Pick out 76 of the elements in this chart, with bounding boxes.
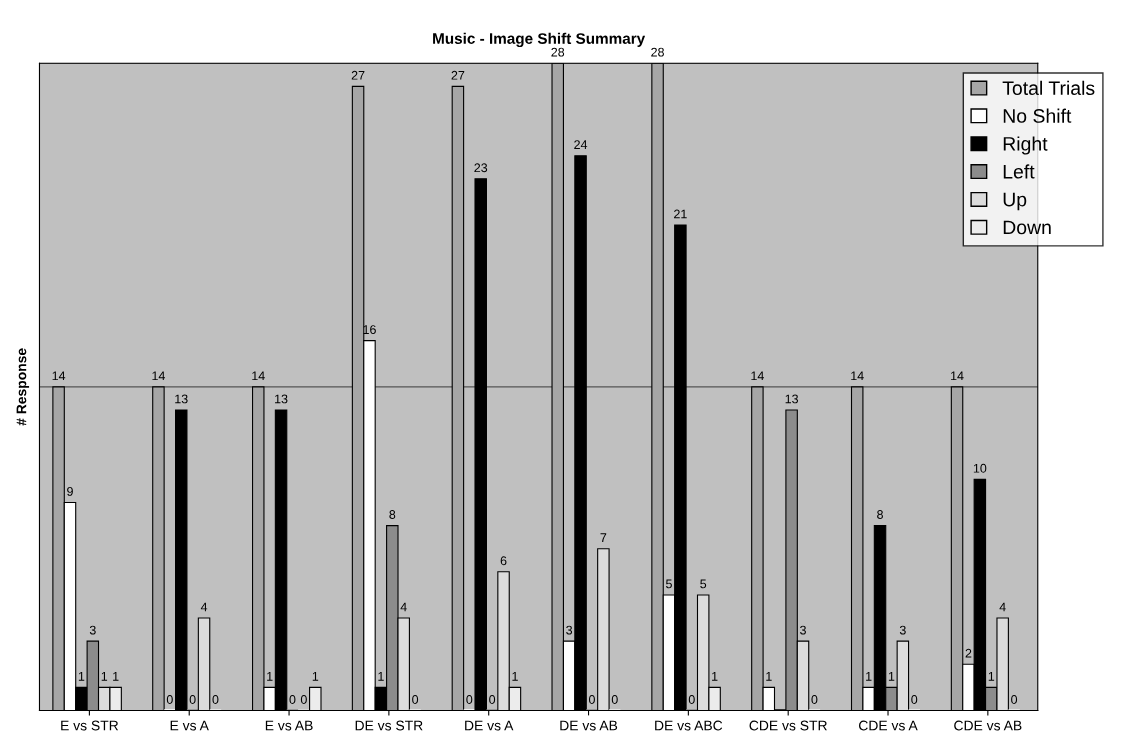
data-label: 4 [400,602,407,612]
data-label: 0 [489,695,496,704]
data-label: 1 [101,672,108,681]
legend-label: Right [1003,136,1048,155]
x-tick-label: DE vs A [465,720,514,731]
data-label: 8 [877,510,883,519]
data-label: 14 [851,371,864,381]
data-label: 5 [665,579,672,589]
x-tick-label: E vs AB [265,720,313,731]
data-label: 0 [811,695,818,704]
data-label: 0 [289,695,296,704]
legend-label: Down [1003,220,1051,235]
data-label: 23 [474,163,488,173]
data-label: 9 [67,486,73,496]
legend-label: Total Trials [1002,80,1095,96]
data-label: 0 [1011,695,1018,704]
x-tick-label: DE vs STR [355,720,423,731]
data-label: 5 [700,579,707,589]
data-label: 21 [674,209,687,219]
data-label: 1 [888,672,895,681]
data-label: 14 [252,371,265,381]
data-label: 1 [312,672,319,681]
data-label: 3 [566,625,573,635]
data-label: 14 [52,371,66,381]
data-label: 1 [866,672,872,681]
data-label: 1 [512,672,518,681]
data-label: 24 [574,140,588,149]
x-tick-label: CDE vs A [859,720,918,731]
data-label: 1 [78,672,85,681]
data-label: 14 [751,371,764,381]
legend-label: No Shift [1003,108,1072,123]
data-label: 14 [951,371,964,381]
data-label: 0 [911,695,918,704]
data-label: 28 [551,47,565,57]
data-label: 14 [152,371,165,381]
data-label: 10 [973,463,987,473]
chart-title: Music - Image Shift Summary [433,32,646,48]
x-tick-label: E vs A [170,720,209,731]
data-label: 3 [800,625,806,635]
data-label: 28 [651,47,664,57]
data-label: 6 [500,556,507,566]
data-label: 2 [965,648,972,658]
data-label: 0 [300,695,307,704]
legend-label: Up [1003,192,1027,211]
data-label: 0 [212,695,219,704]
data-label: 1 [988,672,995,681]
data-label: 13 [785,394,799,404]
y-axis-title: # Response [16,348,30,426]
data-label: 1 [712,672,718,681]
data-label: 8 [389,510,396,519]
data-label: 0 [688,695,695,704]
data-label: 4 [999,602,1006,612]
x-tick-label: CDE vs STR [749,720,827,731]
data-label: 0 [466,695,473,704]
data-label: 0 [189,695,196,704]
legend-label: Left [1003,164,1035,179]
data-label: 0 [611,695,618,704]
data-label: 13 [275,394,288,404]
x-tick-label: E vs STR [61,720,119,731]
data-label: 27 [351,70,365,80]
data-label: 3 [899,625,906,635]
x-tick-label: DE vs AB [560,720,618,731]
x-tick-label: CDE vs AB [954,720,1022,731]
data-label: 1 [766,672,772,681]
data-label: 13 [175,394,188,404]
data-label: 0 [166,695,173,704]
data-label: 7 [600,533,607,542]
data-label: 0 [588,695,595,704]
data-label: 1 [113,672,119,681]
data-label: 0 [412,695,419,704]
data-label: 27 [451,70,465,80]
data-label: 1 [378,672,384,681]
data-label: 4 [200,602,208,612]
data-label: 1 [267,672,273,681]
x-tick-label: DE vs ABC [655,720,723,731]
data-label: 3 [89,625,96,635]
